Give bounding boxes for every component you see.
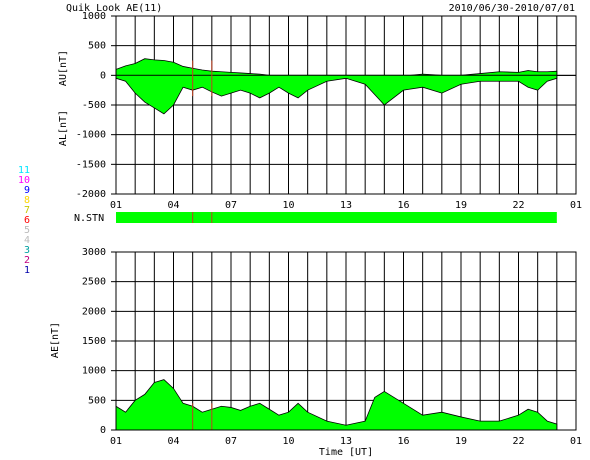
x-tick-label: 10	[282, 436, 294, 447]
station-count-label: 10	[18, 175, 30, 186]
x-tick-label: 04	[167, 436, 179, 447]
y-tick-label: 500	[88, 41, 106, 52]
y-tick-label: -500	[82, 100, 106, 111]
y-axis-label-al: AL[nT]	[58, 110, 69, 146]
series-al-area	[115, 74, 558, 115]
nstn-bar	[116, 212, 557, 223]
y-tick-label: 2500	[82, 277, 106, 288]
y-tick-label: 1500	[82, 336, 106, 347]
y-tick-label: 1000	[82, 366, 106, 377]
station-count-label: 3	[24, 245, 30, 256]
y-tick-label: 1000	[82, 11, 106, 22]
x-tick-label: 22	[512, 436, 524, 447]
y-tick-label: -1000	[76, 130, 106, 141]
y-axis-label-ae: AE[nT]	[50, 322, 61, 358]
x-tick-label: 19	[455, 200, 467, 211]
station-count-label: 2	[24, 255, 30, 266]
x-tick-label: 22	[512, 200, 524, 211]
plot-frame	[115, 251, 577, 431]
plot-frame	[115, 15, 577, 195]
x-tick-label: 04	[167, 200, 179, 211]
x-tick-label: 16	[397, 436, 409, 447]
date-range: 2010/06/30-2010/07/01	[449, 3, 575, 14]
station-count-label: 6	[24, 215, 30, 226]
x-tick-label: 01	[110, 200, 122, 211]
chart-title: Quik Look AE(11)	[66, 3, 162, 14]
y-tick-label: 500	[88, 395, 106, 406]
series-ae-area	[115, 379, 558, 431]
au-al-panel: 1000 500 0 -500 -1000 -1500 -2000 01 04 07 10 13 16 1…	[58, 11, 582, 211]
x-axis-label: Time [UT]	[319, 447, 373, 458]
y-axis-label-au: AU[nT]	[58, 50, 69, 86]
x-tick-label: 01	[110, 436, 122, 447]
x-tick-label: 07	[225, 436, 237, 447]
y-tick-label: 0	[100, 425, 106, 436]
ae-panel: 3000 2500 2000 1500 1000 500 0 01 04 07 10 13 16 19 22…	[50, 247, 582, 458]
x-tick-label: 13	[340, 436, 352, 447]
x-tick-label: 01	[570, 436, 582, 447]
x-tick-label: 10	[282, 200, 294, 211]
x-tick-label: 01	[570, 200, 582, 211]
x-tick-label: 16	[397, 200, 409, 211]
y-tick-label: -2000	[76, 189, 106, 200]
station-count-label: 5	[24, 225, 30, 236]
station-count-label: 11	[18, 165, 30, 176]
x-tick-label: 13	[340, 200, 352, 211]
y-tick-label: 2000	[82, 306, 106, 317]
y-tick-label: -1500	[76, 159, 106, 170]
station-count-label: 7	[24, 205, 30, 216]
y-tick-label: 3000	[82, 247, 106, 258]
station-count-label: 9	[24, 185, 30, 196]
y-tick-label: 0	[100, 70, 106, 81]
station-count-label: 4	[24, 235, 30, 246]
x-tick-label: 07	[225, 200, 237, 211]
station-count-label: 1	[24, 265, 30, 276]
x-tick-label: 19	[455, 436, 467, 447]
nstn-panel: N.STN	[74, 212, 557, 224]
nstn-label: N.STN	[74, 213, 104, 224]
station-count-label: 8	[24, 195, 30, 206]
